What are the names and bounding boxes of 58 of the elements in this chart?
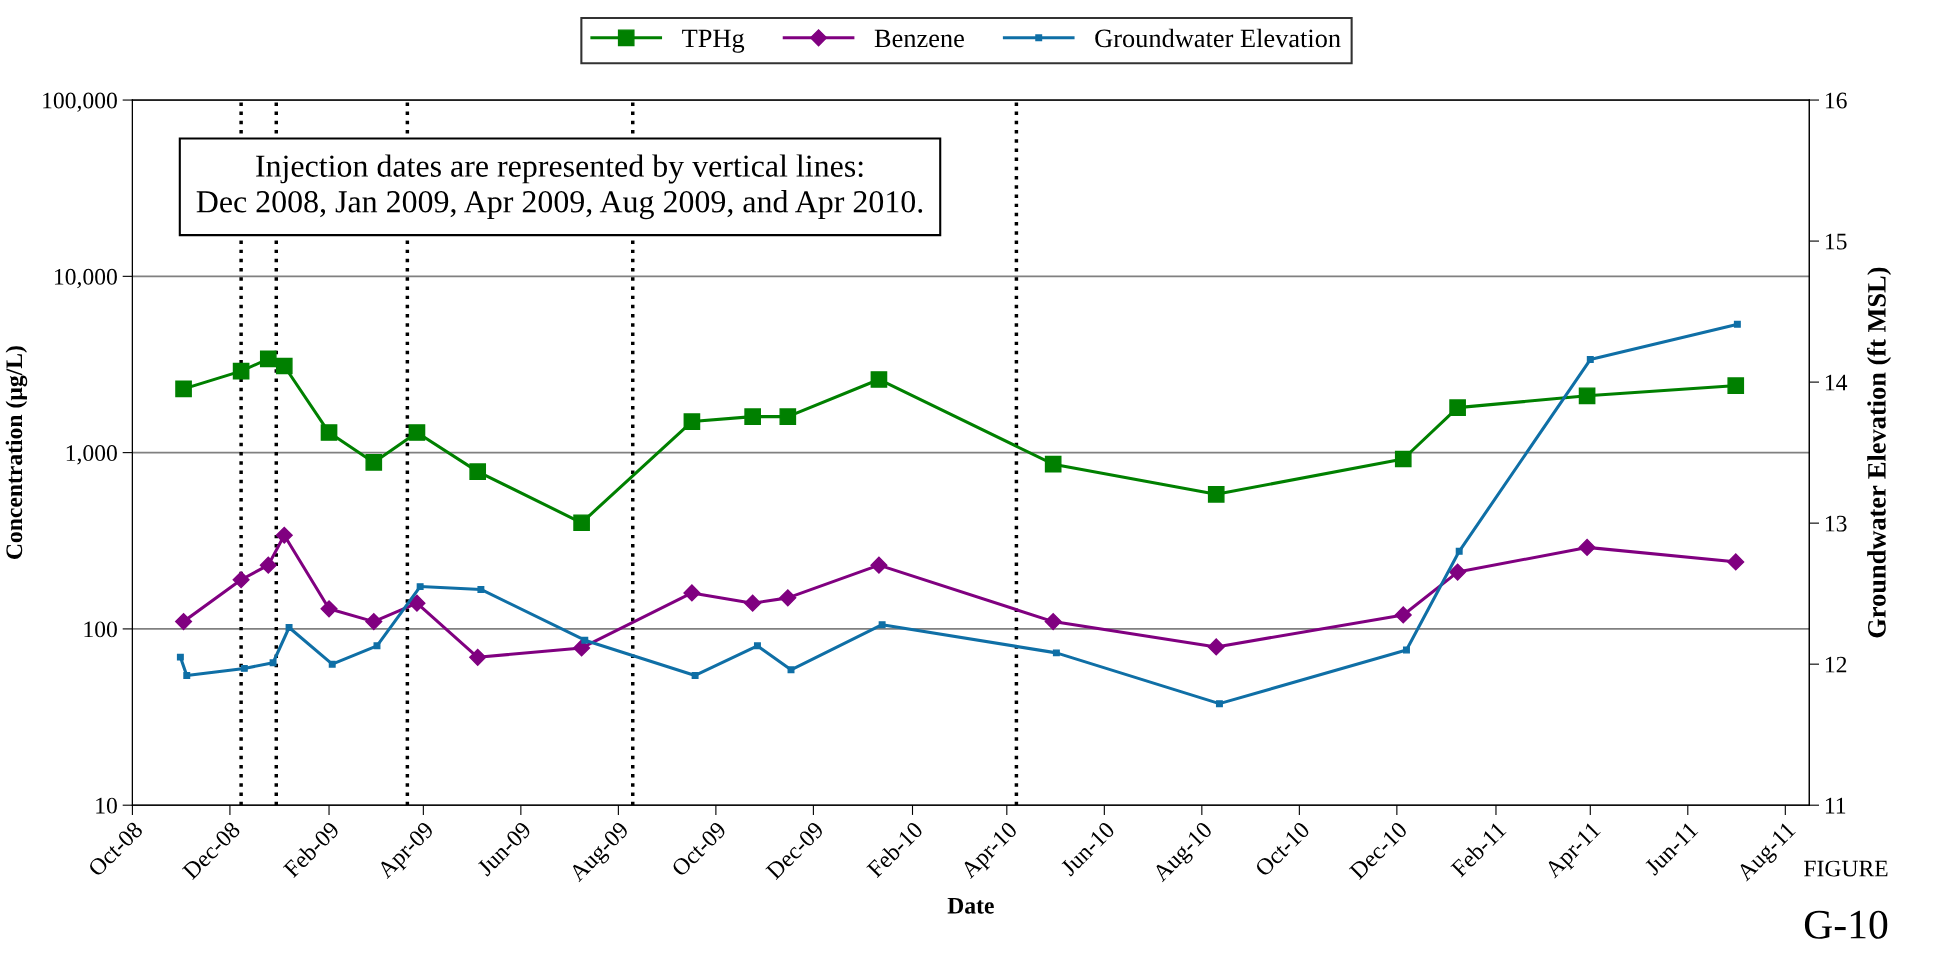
point <box>175 613 193 631</box>
y-axis-title: Concentration (µg/L) <box>5 346 28 559</box>
point <box>469 648 487 666</box>
point <box>1578 387 1596 405</box>
point <box>573 639 591 657</box>
annotation: Injection dates are represented by vertical lines: Dec 2008, Jan 2009, Apr 2009, Aug 2009, and Apr 2010. <box>196 154 923 220</box>
point <box>744 594 762 612</box>
point <box>1449 563 1467 581</box>
y-tick-label: 100 <box>84 621 117 638</box>
y2-tick-label: 11 <box>1825 797 1846 814</box>
point <box>779 408 797 425</box>
point <box>408 424 426 441</box>
point <box>1044 613 1062 631</box>
x-axis-title: Date <box>947 897 994 914</box>
legend-label: Groundwater Elevation <box>1095 28 1341 48</box>
point <box>744 408 761 425</box>
point <box>408 594 426 612</box>
y-tick-label: 1,000 <box>66 445 117 465</box>
point <box>365 613 383 631</box>
y-tick-label: 10,000 <box>54 268 117 289</box>
point <box>870 371 888 388</box>
y2-axis-title: Groundwater Elevation (ft MSL) <box>1866 267 1892 638</box>
point <box>1727 377 1745 394</box>
point <box>1727 553 1745 571</box>
legend-label: TPHg <box>682 29 745 53</box>
point <box>1207 485 1225 503</box>
point <box>779 589 797 607</box>
y2-tick-label: 14 <box>1825 374 1848 391</box>
point <box>1449 399 1466 416</box>
point <box>320 600 338 618</box>
point <box>320 424 338 441</box>
point <box>1044 455 1062 473</box>
point <box>1578 538 1596 556</box>
y2-tick-label: 15 <box>1825 233 1847 250</box>
point <box>683 413 701 430</box>
point <box>365 454 383 471</box>
y2-tick-label: 16 <box>1825 92 1847 109</box>
point <box>259 350 277 368</box>
y2-tick-label: 13 <box>1825 515 1847 532</box>
point <box>1394 606 1412 624</box>
point <box>275 526 293 544</box>
point <box>573 514 590 532</box>
y-tick-label: 100,000 <box>43 92 117 112</box>
legend-label: Benzene <box>874 29 964 48</box>
text: FIGURE <box>1804 860 1888 877</box>
point <box>232 362 250 380</box>
point <box>683 584 701 602</box>
point <box>275 357 293 375</box>
point <box>259 556 277 574</box>
point <box>469 463 487 480</box>
point <box>232 571 250 589</box>
y2-tick-label: 12 <box>1825 656 1847 673</box>
point <box>1207 638 1225 656</box>
y-tick-label: 10 <box>96 797 117 814</box>
text: G-10 <box>1804 910 1888 939</box>
point <box>175 380 192 398</box>
point <box>870 556 888 574</box>
point <box>1394 450 1412 468</box>
